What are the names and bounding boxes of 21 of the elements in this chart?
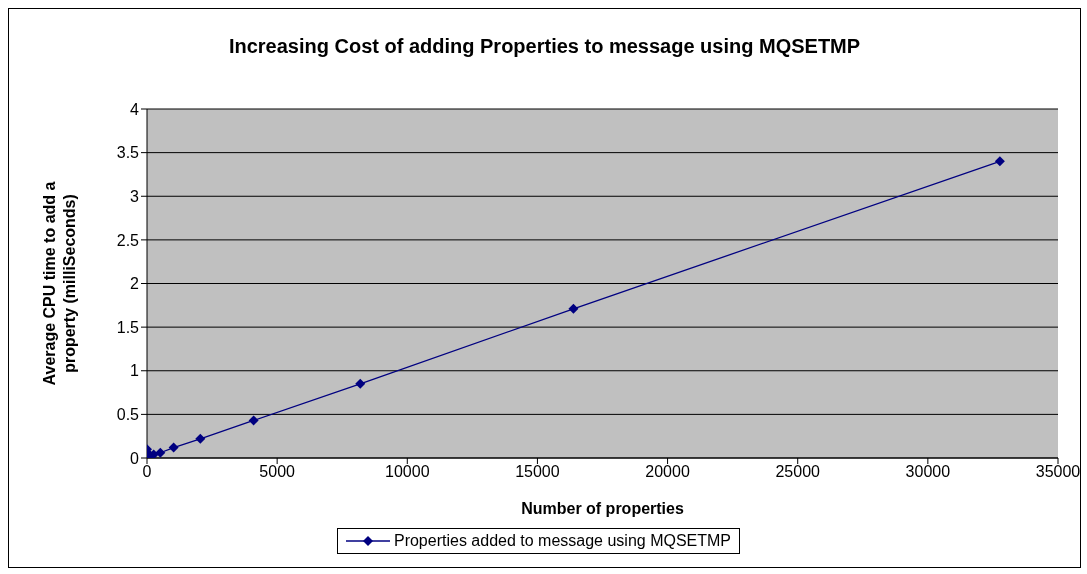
x-tick-label: 5000 bbox=[259, 463, 296, 481]
y-tick-label: 2 bbox=[130, 275, 140, 293]
x-tick-label: 20000 bbox=[645, 463, 690, 481]
x-tick-label: 15000 bbox=[515, 463, 560, 481]
y-tick-label: 3 bbox=[130, 187, 140, 205]
y-tick-label: 4 bbox=[130, 100, 140, 118]
y-tick-label: 0.5 bbox=[116, 406, 140, 424]
y-tick-label: 1 bbox=[130, 362, 140, 380]
legend-label: Properties added to message using MQSETMP bbox=[393, 532, 732, 550]
x-tick-label: 25000 bbox=[775, 463, 821, 481]
x-axis-title: Number of properties bbox=[521, 500, 684, 517]
y-tick-label: 1.5 bbox=[116, 318, 140, 336]
y-tick-label: 2.5 bbox=[116, 231, 140, 249]
chart-title: Increasing Cost of adding Properties to message using MQSETMP bbox=[227, 35, 862, 58]
x-tick-label: 35000 bbox=[1035, 463, 1081, 481]
x-tick-label: 10000 bbox=[385, 463, 430, 481]
x-tick-label: 30000 bbox=[905, 463, 951, 481]
x-tick-label: 0 bbox=[142, 463, 152, 481]
y-tick-label: 0 bbox=[130, 449, 140, 467]
y-tick-label: 3.5 bbox=[116, 144, 140, 162]
y-axis-title: Average CPU time to add a property (milliSeconds) bbox=[41, 181, 78, 386]
